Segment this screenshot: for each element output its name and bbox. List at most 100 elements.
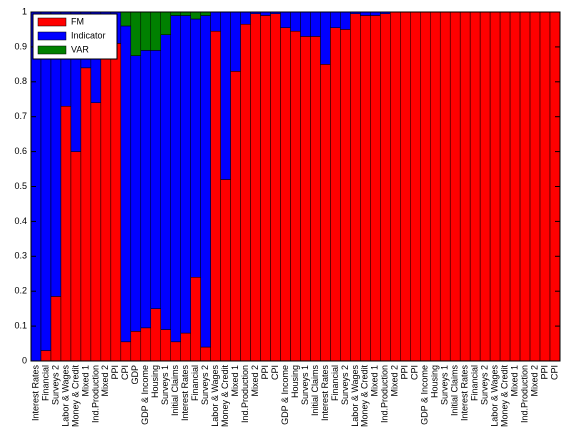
- bar-segment: [360, 11, 371, 16]
- bar-segment: [210, 11, 221, 32]
- bar-segment: [310, 36, 321, 362]
- y-tick-label: 1: [22, 6, 27, 16]
- bar-segment: [140, 11, 152, 51]
- x-tick-label: Mixed 2: [529, 365, 539, 397]
- bar-segment: [160, 329, 171, 362]
- x-tick-label: GDP & Income: [140, 365, 150, 425]
- x-tick-label: Surveys 2: [50, 365, 60, 405]
- x-tick-label: Initial Claims: [450, 365, 460, 417]
- x-tick-label: Mixed 2: [250, 365, 260, 397]
- bar-segment: [300, 36, 311, 362]
- bar-segment: [439, 11, 451, 362]
- bar-segment: [190, 11, 201, 20]
- bar-segment: [270, 13, 281, 362]
- y-tick-label: 0.1: [14, 320, 27, 330]
- bar-segment: [220, 179, 231, 362]
- x-tick-label: Ind.Production: [380, 365, 390, 423]
- x-tick-label: Labor & Wages: [489, 365, 499, 427]
- x-tick-label: Mixed 2: [390, 365, 400, 397]
- bar-segment: [340, 29, 351, 362]
- y-tick-label: 0.2: [14, 286, 27, 296]
- bar-segment: [190, 18, 201, 278]
- bar-segment: [280, 11, 291, 28]
- bar-segment: [489, 11, 501, 362]
- bar-segment: [519, 11, 531, 362]
- x-tick-label: Surveys 1: [300, 365, 310, 405]
- x-tick-label: Interest Rates: [30, 365, 40, 422]
- legend-swatch: [37, 45, 67, 55]
- x-tick-label: Ind.Production: [240, 365, 250, 423]
- bar-segment: [200, 346, 211, 362]
- x-tick-label: PPI: [539, 365, 549, 380]
- x-tick-label: Housing: [430, 365, 440, 398]
- bar-segment: [150, 11, 162, 51]
- bar-segment: [390, 11, 401, 362]
- bar-segment: [370, 11, 381, 16]
- x-tick-label: Housing: [290, 365, 300, 398]
- bar-segment: [290, 30, 301, 362]
- x-tick-label: CPI: [270, 365, 280, 380]
- bar-segment: [170, 341, 181, 362]
- bar-segment: [200, 15, 211, 348]
- x-tick-label: Surveys 2: [340, 365, 350, 405]
- y-tick-label: 0.7: [14, 111, 27, 121]
- x-tick-label: Mixed 1: [509, 365, 519, 397]
- x-tick-label: PPI: [400, 365, 410, 380]
- bar-segment: [40, 350, 52, 362]
- legend-label: Indicator: [71, 30, 106, 40]
- x-tick-label: Housing: [150, 365, 160, 398]
- x-tick-label: Initial Claims: [170, 365, 180, 417]
- bar-segment: [260, 15, 271, 362]
- bar-segment: [120, 11, 132, 27]
- bar-segment: [230, 11, 241, 72]
- bar-segment: [70, 151, 82, 362]
- x-tick-label: Financial: [190, 365, 200, 401]
- x-tick-label: GDP & Income: [280, 365, 290, 425]
- bar-segment: [180, 332, 191, 362]
- bar-segment: [120, 341, 132, 362]
- x-tick-label: Initial Claims: [310, 365, 320, 417]
- y-tick-label: 0.3: [14, 251, 27, 261]
- legend-swatch: [37, 31, 67, 41]
- y-tick-label: 0.8: [14, 76, 27, 86]
- bar-segment: [290, 11, 301, 32]
- y-tick-label: 0.5: [14, 181, 27, 191]
- bar-segment: [180, 15, 191, 334]
- bar-segment: [330, 11, 341, 28]
- x-tick-label: GDP: [130, 365, 140, 385]
- bar-segment: [370, 15, 381, 362]
- bar-segment: [360, 15, 371, 362]
- bar-segment: [170, 11, 181, 16]
- bar-segment: [150, 308, 162, 362]
- x-tick-label: Financial: [470, 365, 480, 401]
- bar-segment: [340, 11, 351, 30]
- x-tick-label: Money & Credit: [499, 365, 509, 428]
- bar-segment: [429, 11, 441, 362]
- bar-segment: [469, 11, 481, 362]
- bar-segment: [310, 11, 321, 37]
- bar-segment: [240, 11, 251, 25]
- bar-segment: [40, 11, 52, 351]
- bar-segment: [300, 11, 311, 37]
- x-tick-label: GDP & Income: [420, 365, 430, 425]
- bar-segment: [80, 67, 92, 362]
- bar-segment: [320, 11, 331, 65]
- x-tick-label: Financial: [40, 365, 50, 401]
- x-tick-label: Surveys 1: [160, 365, 170, 405]
- bar-segment: [130, 331, 142, 362]
- bar-segment: [509, 11, 521, 362]
- y-tick-label: 0.4: [14, 216, 27, 226]
- x-tick-label: Mixed 1: [370, 365, 380, 397]
- bar-segment: [400, 11, 411, 362]
- bar-segment: [499, 11, 511, 362]
- legend-label: VAR: [71, 44, 89, 54]
- bar-segment: [420, 11, 431, 362]
- x-tick-label: Interest Rates: [320, 365, 330, 422]
- x-tick-label: Surveys 2: [480, 365, 490, 405]
- bar-segment: [410, 11, 421, 362]
- bar-segment: [380, 13, 391, 362]
- x-tick-label: Surveys 2: [200, 365, 210, 405]
- bar-segment: [60, 105, 72, 362]
- bar-segment: [479, 11, 491, 362]
- bar-segment: [330, 27, 341, 362]
